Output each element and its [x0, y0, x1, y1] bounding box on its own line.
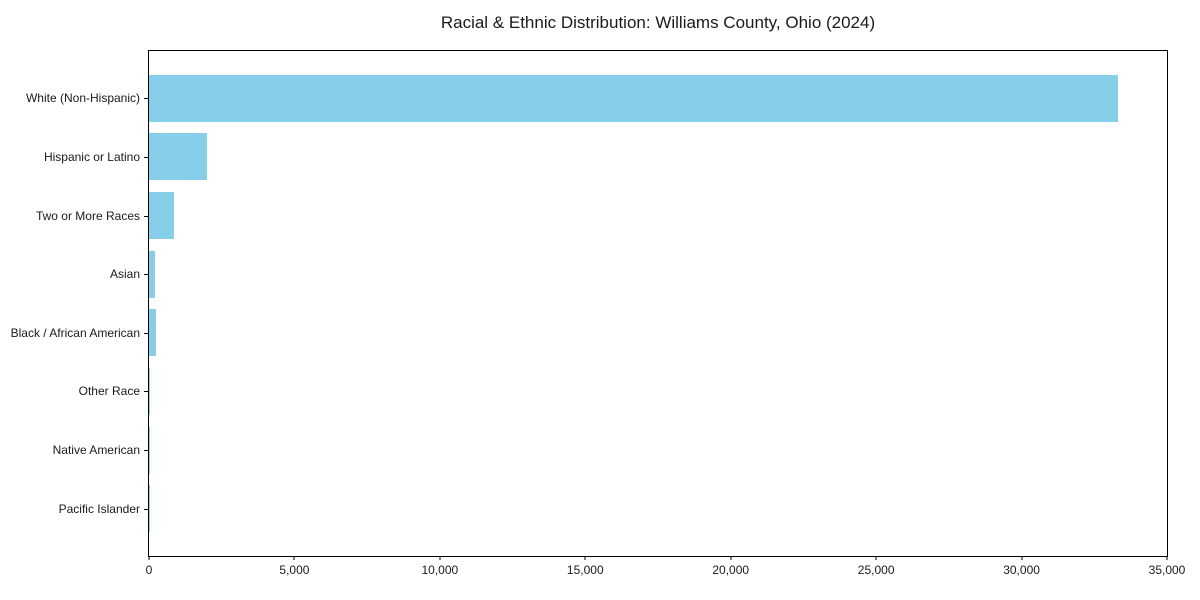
bar-row: Hispanic or Latino	[44, 128, 1167, 187]
y-tick-mark	[144, 274, 148, 276]
y-tick-mark	[144, 215, 148, 217]
x-tick-mark	[1021, 556, 1023, 560]
bar	[149, 192, 174, 239]
x-tick-label: 5,000	[279, 563, 310, 577]
x-tick-label: 25,000	[857, 563, 895, 577]
y-tick-mark	[144, 332, 148, 334]
x-tick-mark	[730, 556, 732, 560]
bar	[149, 426, 151, 474]
x-tick-mark	[439, 556, 441, 560]
y-tick-label: Black / African American	[10, 325, 140, 340]
y-tick-label: Native American	[52, 443, 140, 458]
chart-title: Racial & Ethnic Distribution: Williams C…	[440, 13, 876, 32]
y-tick-label: White (Non-Hispanic)	[25, 91, 140, 106]
bar-row: Pacific Islander	[59, 479, 1167, 538]
bar-row: White (Non-Hispanic)	[26, 69, 1167, 128]
x-axis-ticks: 0 5,000 10,000 15,000 20,000 25,000 30,000 35,0…	[145, 556, 1185, 586]
x-tick-mark	[1166, 556, 1168, 560]
bar	[149, 367, 151, 415]
x-tick-mark	[875, 556, 877, 560]
x-tick-label: 0	[145, 563, 153, 577]
plot-area: White (Non-Hispanic) Hispanic or Latino Tw…	[11, 50, 1185, 577]
bar	[149, 133, 208, 181]
y-tick-mark	[144, 391, 148, 393]
y-tick-mark	[144, 508, 148, 510]
x-tick-label: 30,000	[1003, 563, 1040, 577]
y-tick-label: Hispanic or Latino	[43, 149, 140, 164]
x-tick-label: 20,000	[712, 563, 750, 577]
bar-row: Black / African American	[11, 304, 1167, 363]
x-tick-mark	[148, 556, 150, 560]
y-tick-label: Pacific Islander	[58, 501, 140, 516]
x-tick-mark	[293, 556, 295, 560]
x-tick-mark	[584, 556, 586, 560]
y-tick-label: Asian	[109, 267, 140, 282]
y-tick-label: Other Race	[78, 384, 140, 399]
bar-row: Native American	[53, 421, 1167, 480]
y-tick-mark	[144, 98, 148, 100]
y-tick-mark	[144, 450, 148, 452]
plot-rows: White (Non-Hispanic) Hispanic or Latino Tw…	[11, 69, 1167, 538]
y-tick-mark	[144, 156, 148, 158]
x-tick-label: 10,000	[421, 563, 459, 577]
bar	[149, 250, 156, 298]
bar-row: Asian	[110, 245, 1167, 304]
bar-row: Other Race	[79, 362, 1167, 421]
y-tick-label: Two or More Races	[35, 208, 140, 223]
bar-row: Two or More Races	[36, 186, 1167, 245]
bar	[149, 309, 156, 357]
x-tick-label: 15,000	[566, 563, 604, 577]
x-tick-label: 35,000	[1148, 563, 1186, 577]
bar	[149, 74, 1118, 122]
